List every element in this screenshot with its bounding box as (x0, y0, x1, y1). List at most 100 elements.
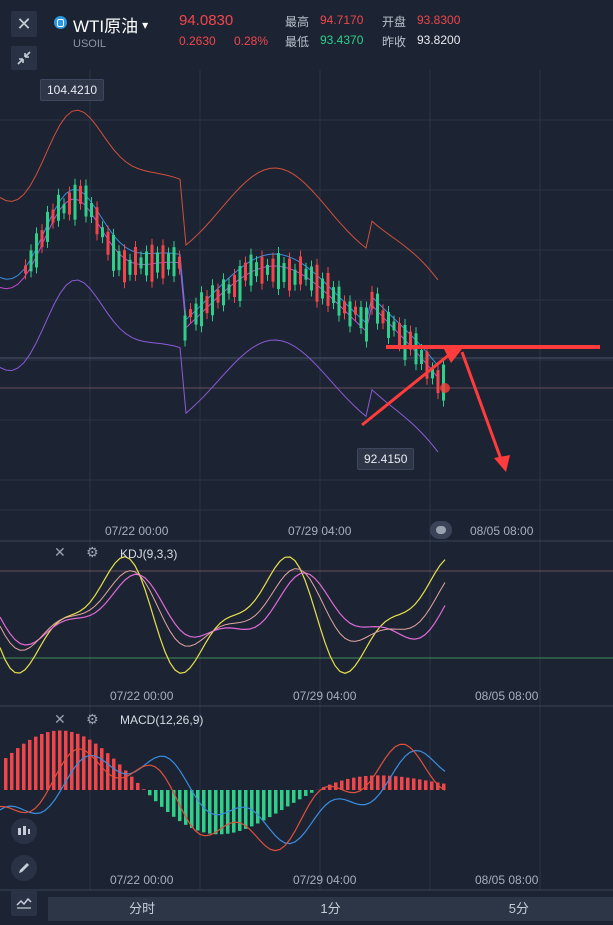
tab-5min[interactable]: 5分 (508, 901, 529, 916)
candle-body (145, 251, 148, 276)
macd-bar (280, 790, 284, 811)
candle-body (117, 251, 121, 271)
macd-bar (124, 770, 128, 790)
candle-body (398, 323, 401, 346)
kdj-settings-button[interactable]: ⚙ (86, 545, 99, 561)
candle-body (156, 252, 159, 273)
close-button[interactable]: ✕ (11, 11, 37, 37)
candle-body (150, 244, 154, 282)
candle-body (365, 307, 368, 342)
candle-body (409, 331, 412, 350)
last-price: 94.0830 (179, 12, 234, 29)
macd-bar (352, 777, 356, 790)
kdj-d-line (0, 572, 446, 646)
timeframe-bar: 分时 1分 5分 (48, 897, 613, 921)
macd-bar (358, 776, 362, 790)
macd-bar (388, 775, 392, 790)
min-price-tag: 92.4150 (357, 448, 415, 470)
macd-bar (154, 790, 158, 802)
macd-bar (418, 779, 422, 790)
indicator-tool-button[interactable] (11, 890, 37, 916)
macd-time-label-2: 07/29 04:00 (293, 873, 357, 887)
low-label: 最低 (285, 35, 310, 49)
candle-body (211, 285, 214, 316)
candle-body (271, 258, 275, 282)
macd-bar (118, 764, 122, 790)
macd-bar (286, 790, 290, 807)
candle-body (205, 296, 209, 314)
boll-upper-line (0, 109, 439, 281)
macd-close-button[interactable]: ✕ (54, 712, 66, 728)
candle-body (260, 256, 264, 284)
settings-icon: ⚙ (86, 712, 99, 728)
candle-body (95, 207, 99, 235)
kdj-label: KDJ(9,3,3) (120, 547, 178, 561)
macd-bar (274, 790, 278, 814)
macd-bar (424, 780, 428, 790)
draw-tool-button[interactable] (11, 855, 37, 881)
macd-bar (340, 780, 344, 790)
macd-bar (130, 776, 134, 790)
candlestick-icon (18, 826, 30, 835)
macd-bar (148, 790, 152, 796)
candle-body (376, 293, 379, 324)
symbol-title: WTI原油 (73, 17, 139, 36)
macd-bar (304, 790, 308, 796)
chevron-down-icon: ▾ (142, 17, 149, 32)
macd-bar (250, 790, 254, 827)
open-value: 93.8300 (417, 13, 461, 27)
macd-bar (28, 739, 32, 790)
kdj-close-button[interactable]: ✕ (54, 545, 66, 561)
symbol-selector[interactable]: WTI原油 ▾ (73, 12, 148, 37)
macd-bar (94, 743, 98, 790)
tab-1min[interactable]: 1分 (320, 901, 341, 916)
collapse-arrows-icon (17, 51, 31, 65)
candle-body (403, 324, 407, 360)
candle-body (161, 245, 165, 279)
candle-body (134, 246, 137, 275)
candle-body (420, 350, 423, 364)
candle-body (310, 266, 313, 291)
candle-body (266, 264, 269, 275)
macd-bar (76, 733, 80, 790)
macd-bar (262, 790, 266, 821)
macd-dif-line (0, 743, 446, 852)
candle-body (90, 203, 93, 218)
macd-bar (244, 790, 248, 829)
macd-dea-line (0, 749, 446, 845)
macd-bar (58, 730, 62, 790)
candle-body (337, 286, 341, 316)
candle-body (222, 279, 225, 306)
macd-bar (88, 739, 92, 790)
macd-bar (376, 775, 380, 790)
candle-body (255, 262, 258, 277)
macd-time-label-3: 08/05 08:00 (475, 873, 539, 887)
kdj-time-label-2: 07/29 04:00 (293, 689, 357, 703)
candle-body (238, 266, 242, 302)
macd-bar (442, 783, 446, 790)
macd-bar (46, 732, 50, 790)
macd-bar (298, 790, 302, 800)
macd-bar (142, 789, 146, 790)
candle-body (244, 262, 247, 281)
candlestick-tool-button[interactable] (11, 818, 37, 844)
kdj-j-line (0, 556, 446, 674)
candle-body (381, 310, 385, 324)
kdj-time-label-1: 07/22 00:00 (110, 689, 174, 703)
tab-timeshare[interactable]: 分时 (129, 901, 156, 916)
candle-body (277, 253, 280, 290)
eye-toggle-button[interactable] (430, 521, 452, 539)
candle-body (387, 312, 390, 338)
close-icon: ✕ (16, 13, 32, 35)
macd-bar (394, 776, 398, 790)
macd-label: MACD(12,26,9) (120, 713, 204, 727)
collapse-button[interactable] (11, 46, 37, 70)
macd-bar (238, 790, 242, 831)
candle-body (139, 257, 143, 269)
candle-body (40, 230, 44, 248)
macd-bar (400, 776, 404, 790)
candle-body (227, 284, 231, 294)
macd-settings-button[interactable]: ⚙ (86, 712, 99, 728)
candle-body (200, 292, 203, 327)
